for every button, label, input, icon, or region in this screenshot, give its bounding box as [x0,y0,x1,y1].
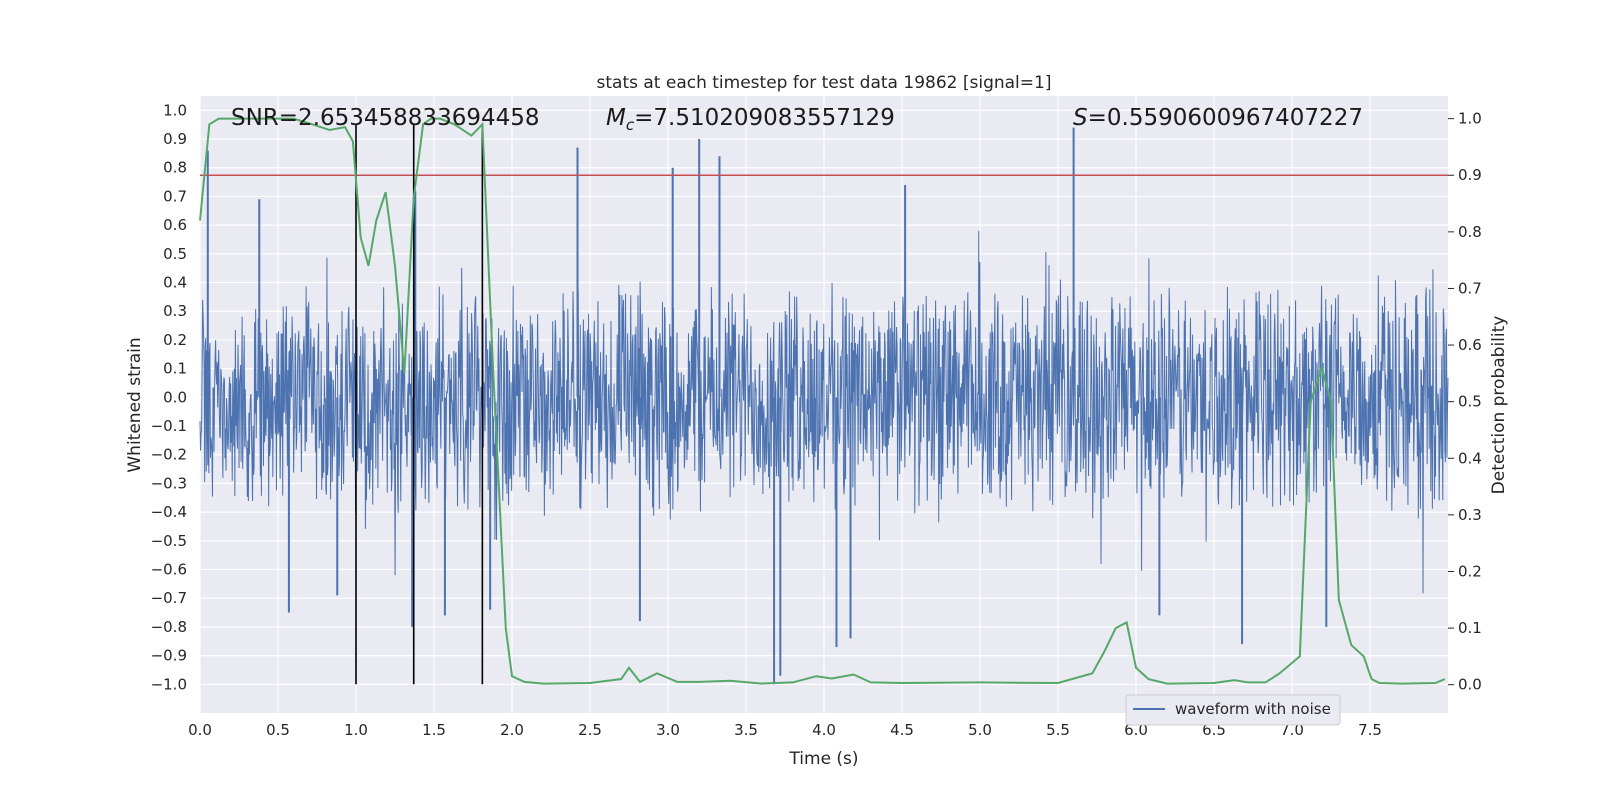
waveform-series [199,127,1449,685]
waveform-line [199,230,1449,594]
y-tick-label: 0.1 [163,360,187,378]
x-tick-label: 0.0 [188,721,212,739]
y2-tick-label: 0.0 [1458,676,1482,694]
y-tick-label: 0.9 [163,130,187,148]
y2-tick-label: 0.6 [1458,336,1482,354]
chart-title: stats at each timestep for test data 198… [597,73,1052,93]
x-tick-label: 1.5 [422,721,446,739]
y-tick-labels: 1.0 0.9 0.8 0.7 0.6 0.5 0.4 0.3 0.2 0.1 0.0 −0.1 −0.… [151,101,187,693]
y-tick-label: −0.3 [151,474,187,492]
x-tick-label: 2.0 [500,721,524,739]
mc-value: =7.510209083557129 [634,105,895,131]
mc-symbol: M [606,105,626,131]
x-tick-label: 4.5 [890,721,914,739]
overlay-lines [200,124,1448,685]
y2-tick-labels: 1.0 0.9 0.8 0.7 0.6 0.5 0.4 0.3 0.2 0.1 0.0 [1448,110,1482,694]
y-tick-label: 0.4 [163,274,187,292]
y-tick-label: −0.6 [151,561,187,579]
y2-tick-label: 0.1 [1458,619,1482,637]
y-tick-label: 1.0 [163,101,187,119]
y2-tick-label: 0.5 [1458,393,1482,411]
x-tick-label: 1.0 [344,721,368,739]
y2-tick-label: 1.0 [1458,110,1482,128]
y-tick-label: −0.2 [151,446,187,464]
y-tick-label: 0.3 [163,302,187,320]
mc-subscript: c [626,116,635,134]
y-tick-label: 0.7 [163,187,187,205]
legend-label: waveform with noise [1175,700,1331,718]
x-tick-label: 3.5 [734,721,758,739]
y-tick-label: 0.5 [163,245,187,263]
x-tick-label: 4.0 [812,721,836,739]
y-tick-label: −0.8 [151,618,187,636]
s-value: =0.5590600967407227 [1088,105,1363,131]
probability-series [199,117,1446,685]
y-tick-label: −0.7 [151,589,187,607]
y2-tick-label: 0.9 [1458,166,1482,184]
y-tick-label: −0.5 [151,532,187,550]
y-tick-label: 0.6 [163,216,187,234]
y-tick-label: −0.9 [151,647,187,665]
y2-tick-label: 0.4 [1458,449,1482,467]
y-tick-label: −1.0 [151,675,187,693]
snr-annotation: SNR=2.653458833694458 [231,105,540,131]
s-symbol: S [1073,105,1088,131]
legend: waveform with noise [1125,694,1341,726]
y-tick-label: −0.4 [151,503,187,521]
y2-tick-label: 0.7 [1458,279,1482,297]
y2-tick-label: 0.2 [1458,562,1482,580]
y2-axis-label: Detection probability [1489,316,1509,495]
legend-box [1125,694,1341,726]
x-axis-label: Time (s) [788,749,858,769]
probability-line [199,117,1446,685]
x-tick-label: 0.5 [266,721,290,739]
y-axis-label: Whitened strain [125,337,145,472]
x-tick-label: 3.0 [656,721,680,739]
y-tick-label: 0.0 [163,388,187,406]
mc-annotation: Mc=7.510209083557129 [606,105,895,134]
s-annotation: S=0.5590600967407227 [1073,105,1363,131]
x-tick-label: 2.5 [578,721,602,739]
y2-tick-label: 0.8 [1458,223,1482,241]
y-tick-label: −0.1 [151,417,187,435]
y-tick-label: 0.2 [163,331,187,349]
x-tick-label: 5.0 [968,721,992,739]
x-tick-label: 7.5 [1358,721,1382,739]
y2-tick-label: 0.3 [1458,506,1482,524]
y-tick-label: 0.8 [163,159,187,177]
x-tick-label: 5.5 [1046,721,1070,739]
